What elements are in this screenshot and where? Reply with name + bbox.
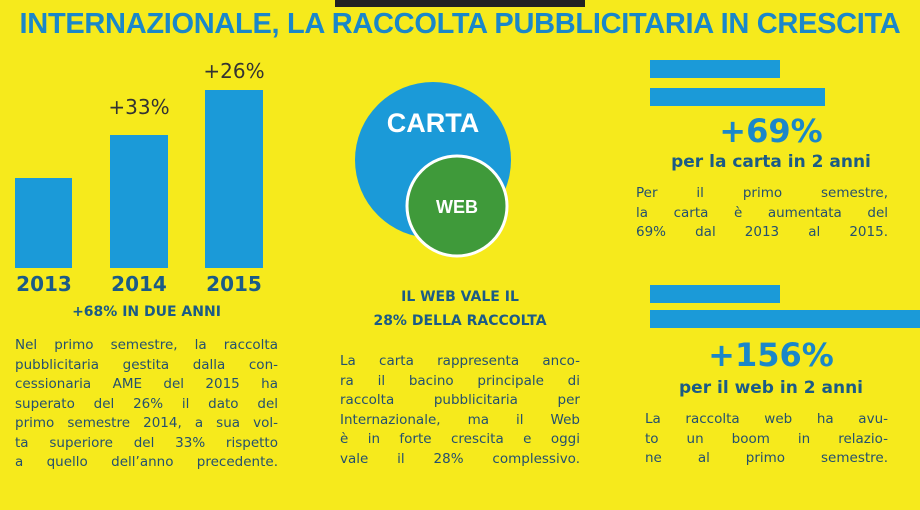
- text-line: ra il bacino principale di: [340, 372, 580, 389]
- caption: +68% IN DUE ANNI: [72, 304, 221, 320]
- inner-label: WEB: [436, 197, 478, 217]
- subtitle: per la carta in 2 anni: [671, 152, 871, 172]
- text-line: Nel primo semestre, la raccolta: [15, 337, 278, 353]
- text-line: ne al primo semestre.: [645, 450, 888, 466]
- text-line: superato del 26% il dato del: [15, 395, 278, 412]
- top-bar: [335, 0, 585, 7]
- figure: +156%: [708, 336, 834, 374]
- bar: [650, 285, 780, 303]
- text-line: ta superiore del 33% rispetto: [15, 434, 278, 451]
- paragraph: Per il primo semestre, la carta è aumenta…: [636, 184, 888, 243]
- text-line: la carta è aumentata del: [636, 204, 888, 221]
- bar: [650, 310, 920, 328]
- paragraph: La carta rappresenta anco-ra il bacino p…: [340, 352, 580, 469]
- text-line: pubblicitaria gestita dalla con-: [15, 356, 278, 373]
- text-line: raccolta pubblicitaria per: [340, 392, 580, 408]
- bar-label: +33%: [108, 95, 170, 119]
- text-line: 69% dal 2013 al 2015.: [636, 224, 888, 240]
- text-line: cessionaria AME del 2015 ha: [15, 376, 278, 392]
- inner-circle: [405, 154, 509, 258]
- bar: [650, 88, 825, 106]
- text-line: è in forte crescita e oggi: [340, 431, 580, 447]
- subtitle: per il web in 2 anni: [679, 378, 863, 398]
- title: INTERNAZIONALE, LA RACCOLTA PUBBLICITARI…: [19, 8, 901, 40]
- text-line: Per il primo semestre,: [636, 185, 888, 201]
- year-label: 2015: [206, 272, 262, 296]
- figure: +69%: [719, 112, 823, 150]
- paragraph: La raccolta web ha avu-to un boom in rel…: [645, 410, 888, 469]
- bar: [110, 135, 168, 268]
- year-label: 2014: [111, 272, 167, 296]
- text-line: Internazionale, ma il Web: [340, 411, 580, 428]
- paragraph: Nel primo semestre, la raccolta pubblicit…: [15, 336, 278, 473]
- bar: [205, 90, 263, 268]
- text-line: to un boom in relazio-: [645, 430, 888, 447]
- bar: [650, 60, 780, 78]
- caption: 28% DELLA RACCOLTA: [373, 313, 547, 329]
- text-line: vale il 28% complessivo.: [340, 450, 580, 467]
- text-line: La raccolta web ha avu-: [645, 411, 888, 427]
- bar-label: +26%: [203, 59, 265, 83]
- outer-label: CARTA: [387, 108, 479, 138]
- bar: [15, 178, 72, 268]
- year-label: 2013: [16, 272, 72, 296]
- circles: CARTA WEB: [355, 82, 511, 258]
- text-line: a quello dell’anno precedente.: [15, 454, 278, 470]
- text-line: primo semestre 2014, a sua vol-: [15, 415, 278, 431]
- text-line: La carta rappresenta anco-: [340, 353, 580, 369]
- caption: IL WEB VALE IL: [401, 289, 519, 305]
